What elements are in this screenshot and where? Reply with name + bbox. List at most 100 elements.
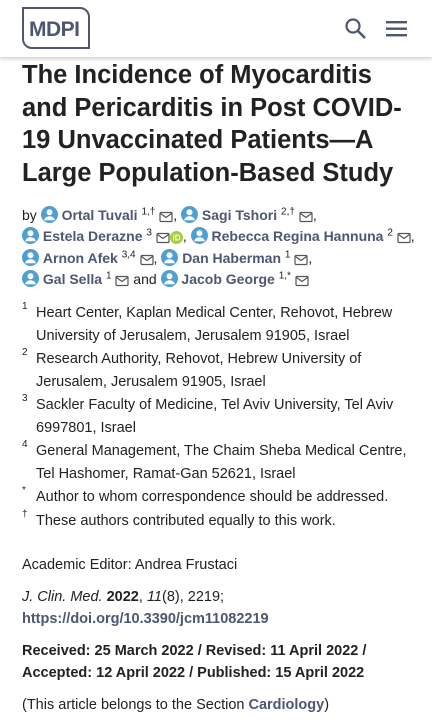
- author-name[interactable]: Dan Haberman: [182, 249, 281, 266]
- authors: by Ortal Tuvali 1,† , Sagi Tshori 2,† , …: [22, 205, 417, 290]
- author-sup: 3: [146, 227, 152, 239]
- affiliation-text: Research Authority, Rehovot, Hebrew Univ…: [36, 351, 362, 390]
- envelope-flap: [116, 276, 129, 283]
- mail-icon[interactable]: [397, 232, 411, 244]
- mail-icon[interactable]: [299, 211, 313, 223]
- author: Dan Haberman 1 ,: [161, 248, 313, 266]
- icon-head: [196, 230, 203, 237]
- text-part: 11: [146, 589, 162, 605]
- affiliation: † These authors contributed equally to th…: [22, 509, 407, 533]
- icon-body: [163, 280, 175, 285]
- mail-icon[interactable]: [295, 275, 309, 287]
- mail-icon[interactable]: [139, 254, 154, 266]
- affiliation: 2 Research Authority, Rehovot, Hebrew Uni…: [22, 347, 407, 393]
- menu-bar: [386, 34, 407, 37]
- search-lens: [345, 18, 361, 34]
- author: Jacob George 1,*: [160, 269, 309, 287]
- author-name[interactable]: Estela Derazne: [42, 228, 143, 245]
- affiliation-marker: †: [22, 508, 28, 520]
- text-part: (8), 2219;: [162, 589, 225, 605]
- search-handle: [357, 30, 366, 39]
- text-part: J. Clin. Med.: [22, 589, 107, 605]
- orcid-glyph: iD: [172, 234, 180, 243]
- doi-link[interactable]: https://doi.org/10.3390/jcm11082219: [22, 611, 269, 627]
- icon-body: [25, 237, 36, 242]
- affiliation-text: Author to whom correspondence should be …: [36, 489, 389, 505]
- icon-body: [43, 216, 55, 221]
- author-name[interactable]: Gal Sella: [42, 270, 103, 287]
- menu-bar: [386, 21, 407, 24]
- separator: ,: [173, 207, 178, 223]
- affiliation-text: Heart Center, Kaplan Medical Center, Reh…: [36, 305, 393, 344]
- icon-head: [186, 209, 193, 216]
- envelope: [139, 254, 154, 265]
- author-name[interactable]: Rebecca Regina Hannuna: [211, 228, 384, 245]
- author-sup: 3,4: [121, 248, 136, 260]
- envelope: [159, 211, 173, 223]
- author-sup: 1,*: [278, 270, 291, 282]
- author-name[interactable]: Ortal Tuvali: [61, 207, 138, 223]
- mail-icon[interactable]: [294, 254, 308, 266]
- logo-text: MDPI: [29, 18, 80, 41]
- section-note: (This article belongs to the Section Car…: [22, 694, 407, 716]
- icon-head: [166, 273, 173, 280]
- author: Rebecca Regina Hannuna 2 ,: [190, 227, 415, 245]
- author: Arnon Afek 3,4 ,: [22, 248, 158, 266]
- author-name[interactable]: Arnon Afek: [42, 249, 118, 266]
- orcid-bg: [169, 231, 183, 245]
- affiliation-text: General Management, The Chaim Sheba Medi…: [36, 443, 407, 482]
- envelope-flap: [299, 213, 312, 219]
- author-sup: 1,†: [141, 206, 156, 218]
- author-name[interactable]: Sagi Tshori: [201, 207, 278, 223]
- icon-head: [27, 230, 34, 237]
- envelope-flap: [156, 234, 169, 240]
- section-link[interactable]: Cardiology: [248, 697, 325, 713]
- affiliation-marker: 4: [22, 439, 28, 450]
- author-sup: 1: [105, 270, 112, 282]
- icon-body: [25, 280, 36, 285]
- affiliation: 1 Heart Center, Kaplan Medical Center, Re…: [22, 301, 407, 347]
- envelope-flap: [397, 234, 410, 240]
- affiliation-marker: 3: [22, 393, 28, 404]
- icon-body: [193, 237, 205, 242]
- mail-icon[interactable]: [156, 232, 170, 244]
- header: MDPI: [0, 0, 432, 57]
- separator: ,: [312, 207, 317, 223]
- separator: ,: [308, 249, 313, 266]
- author: Sagi Tshori 2,† ,: [181, 206, 317, 223]
- mail-icon[interactable]: [115, 275, 129, 287]
- affiliation-text: These authors contributed equally to thi…: [36, 512, 336, 529]
- article-title: The Incidence of Myocarditis and Pericar…: [22, 61, 402, 187]
- menu-icon[interactable]: [386, 19, 408, 39]
- person-icon: [160, 269, 178, 287]
- envelope: [397, 233, 411, 244]
- envelope-flap: [295, 255, 308, 261]
- envelope-flap: [295, 276, 308, 283]
- person-icon: [181, 206, 199, 223]
- affiliation-marker: 1: [22, 301, 28, 312]
- affiliation: 4 General Management, The Chaim Sheba Med…: [22, 439, 407, 485]
- envelope: [294, 254, 308, 265]
- separator: ,: [153, 249, 158, 266]
- mail-icon[interactable]: [159, 211, 173, 223]
- by-label: by: [22, 207, 37, 223]
- icon-head: [166, 251, 173, 258]
- search-icon[interactable]: [344, 17, 368, 41]
- author-name[interactable]: Jacob George: [181, 270, 275, 287]
- logo[interactable]: MDPI: [22, 7, 90, 49]
- person-icon: [161, 248, 179, 266]
- academic-editor: Academic Editor: Andrea Frustaci: [22, 557, 238, 573]
- separator: ,: [410, 228, 415, 245]
- orcid-icon[interactable]: iD: [169, 231, 183, 245]
- icon-head: [27, 251, 34, 258]
- author-sup: 2,†: [281, 206, 295, 218]
- affiliation: 3 Sackler Faculty of Medicine, Tel Aviv U…: [22, 393, 407, 439]
- author-sup: 1: [284, 248, 291, 260]
- person-icon: [40, 206, 58, 223]
- person-icon: [22, 227, 39, 245]
- person-icon: [22, 248, 39, 266]
- citation: J. Clin. Med. 2022, 11(8), 2219;: [22, 586, 407, 608]
- affiliation-marker: *: [22, 485, 26, 496]
- separator: ,: [182, 228, 187, 245]
